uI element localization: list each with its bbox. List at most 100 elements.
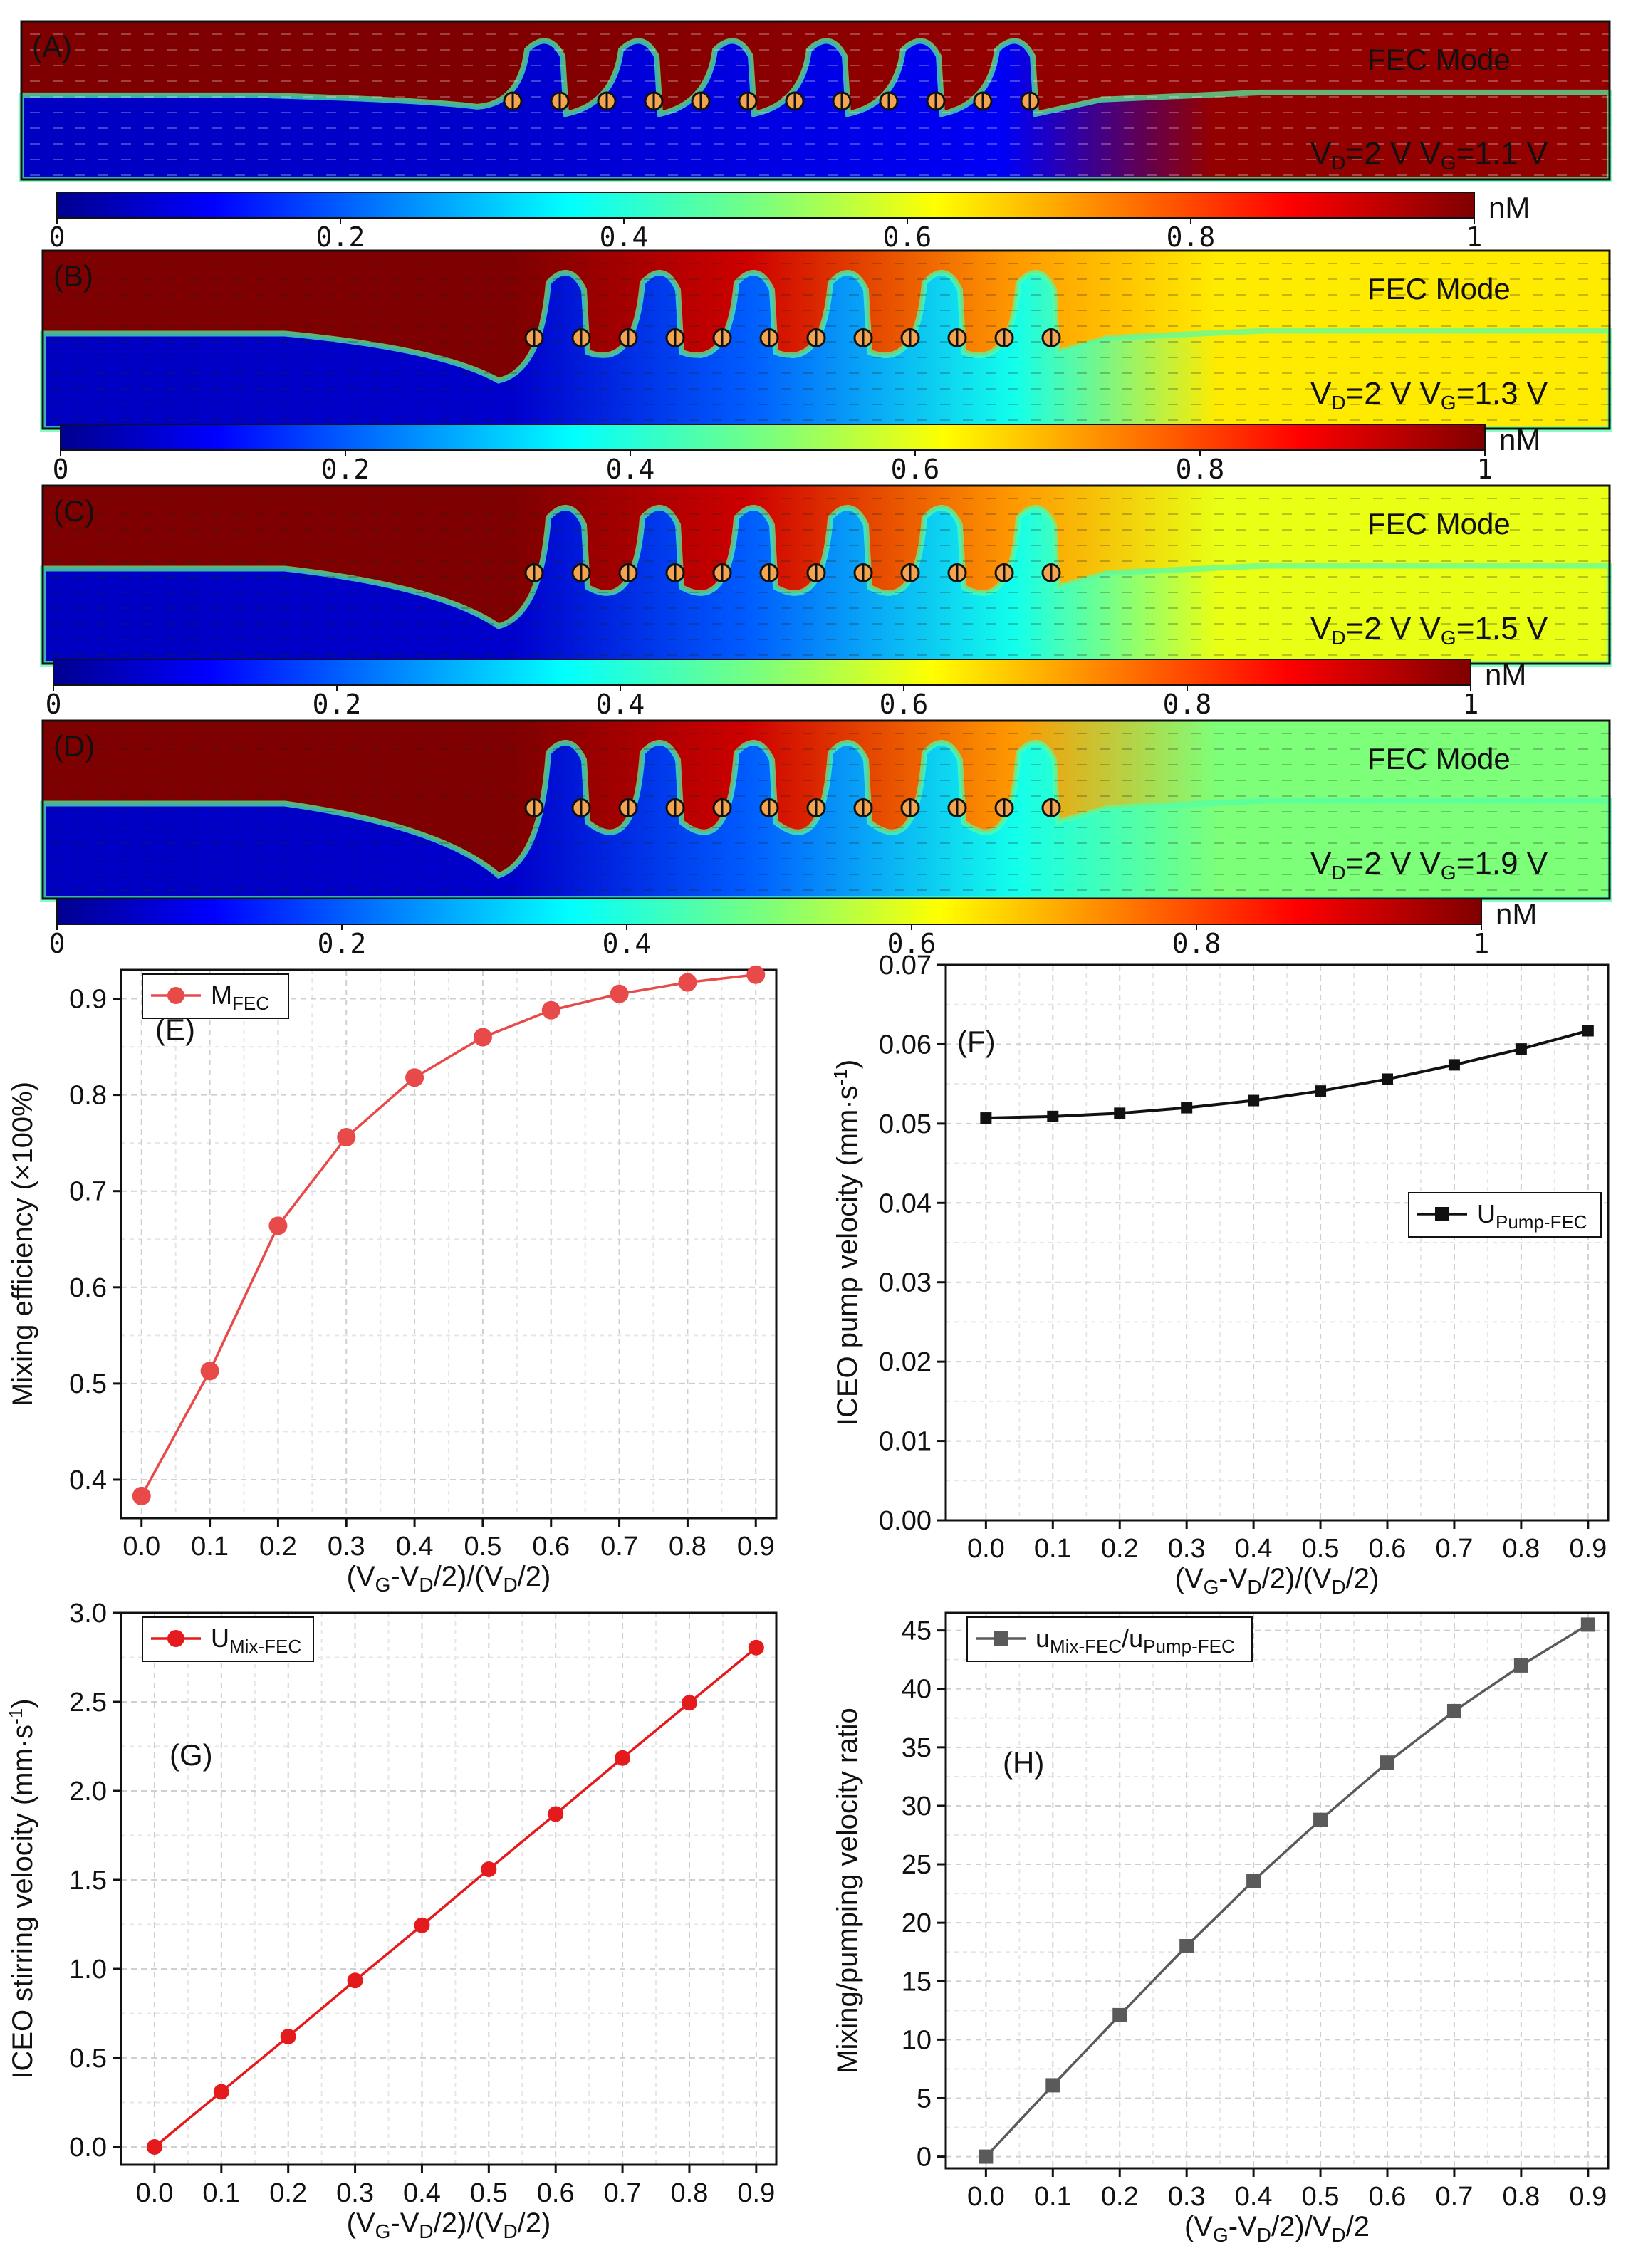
colorbar-tick-label: 0.2 xyxy=(313,689,362,720)
y-tick-label: 0.00 xyxy=(879,1506,932,1536)
voltage-label: VD=2 V VG=1.9 V xyxy=(1310,846,1548,884)
panel-label: (C) xyxy=(53,494,95,528)
colorbar-tick-label: 0 xyxy=(49,221,66,253)
legend-marker xyxy=(167,987,184,1004)
voltage-label: VD=2 V VG=1.5 V xyxy=(1310,611,1548,649)
subscript: G xyxy=(375,2220,391,2242)
x-tick-label: 0.2 xyxy=(1101,2182,1139,2212)
data-point xyxy=(405,1068,424,1087)
colorbar-tick-label: 1 xyxy=(1474,928,1490,959)
legend-label: uMix-FEC/uPump-FEC xyxy=(1036,1624,1235,1657)
text-part: /2)/V xyxy=(1271,2211,1332,2242)
text-part: u xyxy=(1036,1624,1050,1653)
x-tick-label: 0.5 xyxy=(1302,1534,1340,1564)
colorbar-tick-label: 0.4 xyxy=(596,689,645,720)
text-part: (V xyxy=(1175,1563,1204,1594)
legend-marker xyxy=(167,1630,184,1647)
text-part: =2 V V xyxy=(1346,376,1441,411)
x-tick-label: 0.6 xyxy=(1369,1534,1407,1564)
colorbar-unit: nM xyxy=(1485,658,1526,691)
colorbar-unit: nM xyxy=(1488,191,1530,224)
colorbar-tick-label: 1 xyxy=(1477,454,1493,485)
concentration-field-bottom xyxy=(43,272,1610,429)
superscript: -1 xyxy=(5,1708,26,1725)
mode-label: FEC Mode xyxy=(1367,43,1511,76)
x-tick-label: 0.3 xyxy=(1168,2182,1206,2212)
x-tick-label: 0.0 xyxy=(136,2178,174,2208)
text-part: ) xyxy=(7,1698,38,1708)
subscript: D xyxy=(503,1574,517,1596)
data-point xyxy=(1179,1939,1194,1953)
colorbar-tick-label: 0 xyxy=(46,689,62,720)
y-tick-label: 15 xyxy=(902,1967,932,1997)
colorbar-tick-label: 0.8 xyxy=(1163,689,1212,720)
series-line xyxy=(986,1029,1589,1120)
x-axis-label: (VG-VD/2)/(VD/2) xyxy=(347,1561,551,1596)
data-point xyxy=(1580,1617,1595,1632)
subscript: D xyxy=(1331,627,1345,649)
y-axis-label: Mixing/pumping velocity ratio xyxy=(832,1708,863,2074)
colorbar-tick-label: 1 xyxy=(1466,221,1483,253)
subscript: G xyxy=(1441,392,1456,414)
subscript: G xyxy=(375,1574,391,1596)
data-point xyxy=(1582,1025,1594,1037)
text-part: =1.9 V xyxy=(1456,846,1548,881)
colorbar-tick-label: 0.2 xyxy=(318,928,367,959)
data-point xyxy=(268,1216,288,1235)
y-tick-label: 0.9 xyxy=(69,985,107,1015)
text-part: /2)/(V xyxy=(1262,1563,1332,1594)
legend-label: UPump-FEC xyxy=(1477,1199,1587,1233)
colorbar-tick-label: 0.6 xyxy=(883,221,932,253)
y-tick-label: 25 xyxy=(902,1850,932,1880)
subscript: Mix-FEC xyxy=(229,1636,301,1657)
text-part: /2 xyxy=(1346,2211,1370,2242)
x-tick-label: 0.1 xyxy=(1034,2182,1072,2212)
panel-b: (B) FEC Mode VD=2 V VG=1.3 V xyxy=(40,249,1612,432)
voltage-label: VD=2 V VG=1.1 V xyxy=(1310,136,1548,174)
colorbar-unit: nM xyxy=(1499,423,1540,456)
axes-frame xyxy=(120,968,778,1520)
y-tick-label: 40 xyxy=(902,1675,932,1705)
data-point xyxy=(414,1917,430,1933)
mode-label: FEC Mode xyxy=(1367,742,1511,775)
subscript: FEC xyxy=(232,993,269,1014)
subscript: Pump-FEC xyxy=(1496,1211,1587,1233)
mixing-interface xyxy=(40,739,1612,902)
series-line xyxy=(985,1623,1589,2158)
legend-box xyxy=(1408,1192,1602,1238)
y-tick-label: 30 xyxy=(902,1792,932,1822)
x-tick-label: 0.5 xyxy=(470,2178,508,2208)
x-axis-label: (VG-VD/2)/(VD/2) xyxy=(1175,1563,1380,1598)
panel-label: (F) xyxy=(957,1025,996,1058)
text-part: V xyxy=(1310,376,1332,411)
data-point xyxy=(979,2149,994,2164)
legend-label: MFEC xyxy=(211,981,269,1014)
axes-frame xyxy=(120,1611,778,2166)
text-part: /u xyxy=(1122,1624,1143,1653)
concentration-field-bottom xyxy=(43,507,1610,664)
x-tick-label: 0.5 xyxy=(464,1532,502,1562)
panel-frame xyxy=(20,20,1611,181)
x-tick-label: 0.2 xyxy=(259,1532,297,1562)
data-point xyxy=(980,1112,992,1124)
axes-frame xyxy=(944,1611,1610,2170)
legend-marker xyxy=(1435,1207,1449,1221)
y-tick-label: 0.8 xyxy=(69,1081,107,1111)
text-part: =1.3 V xyxy=(1456,376,1548,411)
y-tick-label: 0.0 xyxy=(69,2133,107,2163)
data-point xyxy=(1313,1812,1328,1827)
x-tick-label: 0.7 xyxy=(600,1532,638,1562)
colorbar-gradient xyxy=(60,424,1486,451)
x-tick-label: 0.7 xyxy=(604,2178,642,2208)
data-point xyxy=(746,965,766,984)
subscript: D xyxy=(1247,1576,1261,1598)
colorbar-tick-label: 0 xyxy=(49,928,66,959)
data-point xyxy=(615,1750,631,1766)
text-part: (V xyxy=(347,1561,375,1592)
y-tick-label: 35 xyxy=(902,1733,932,1763)
subscript: D xyxy=(1331,392,1345,414)
data-point xyxy=(1112,2007,1127,2022)
y-tick-label: 0.06 xyxy=(879,1030,932,1060)
data-point xyxy=(1513,1658,1528,1673)
text-part: V xyxy=(1310,136,1332,171)
